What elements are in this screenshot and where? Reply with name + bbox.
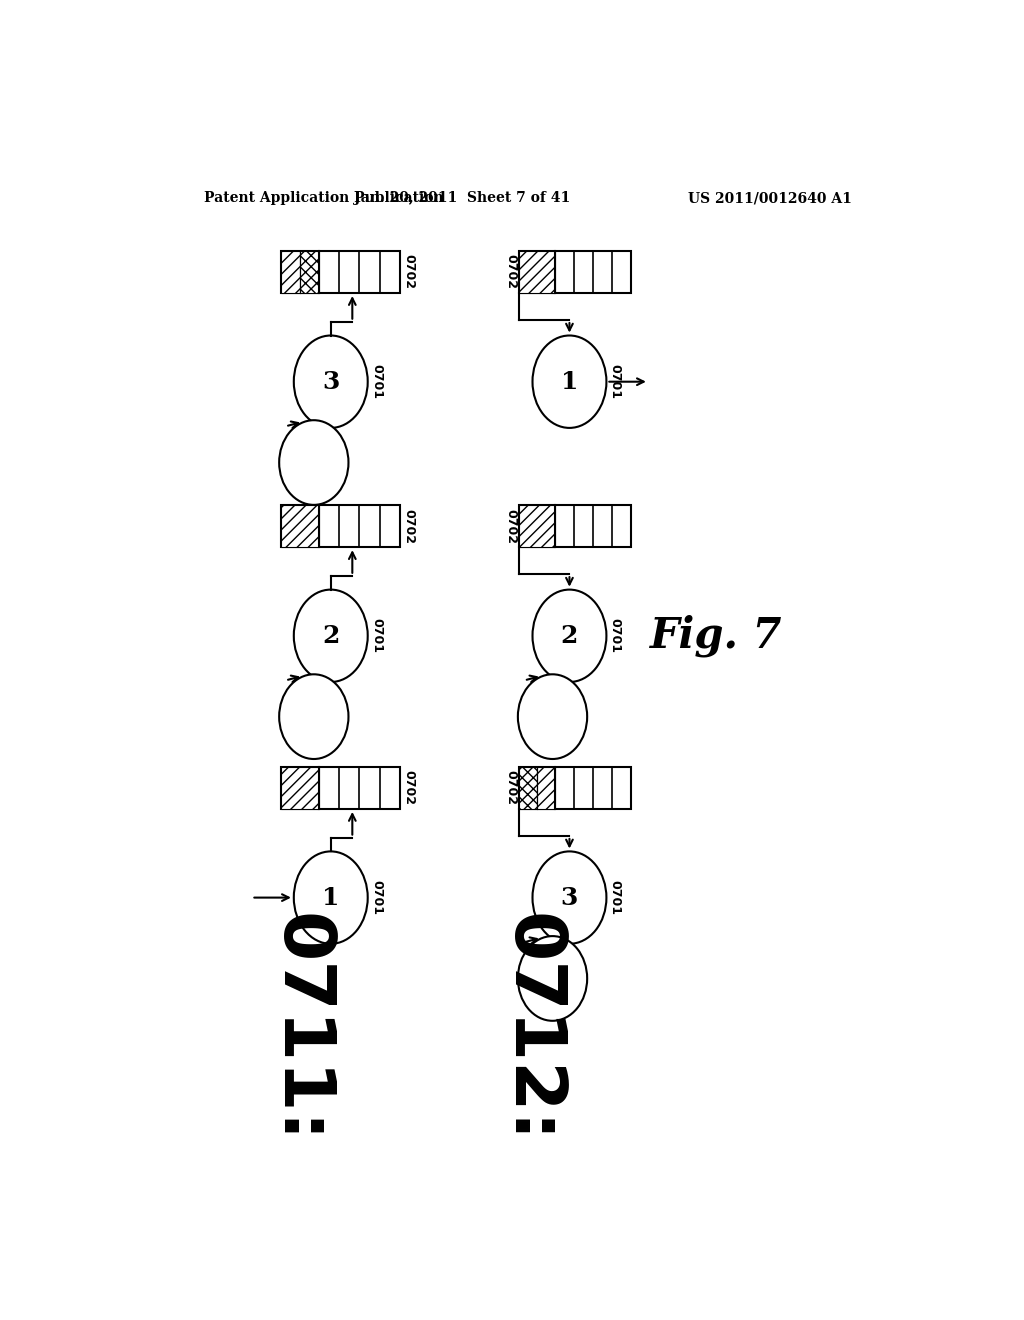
Text: 0701: 0701 bbox=[608, 880, 622, 915]
Bar bbox=[538, 767, 555, 809]
Text: Jan. 20, 2011  Sheet 7 of 41: Jan. 20, 2011 Sheet 7 of 41 bbox=[353, 191, 569, 206]
Text: 0711:: 0711: bbox=[265, 913, 335, 1143]
Ellipse shape bbox=[294, 590, 368, 682]
Bar bbox=[281, 506, 318, 548]
Bar bbox=[281, 251, 400, 293]
Text: 0701: 0701 bbox=[608, 618, 622, 653]
Text: 0701: 0701 bbox=[370, 364, 383, 399]
Text: 0712:: 0712: bbox=[497, 913, 565, 1143]
Ellipse shape bbox=[294, 335, 368, 428]
Ellipse shape bbox=[532, 335, 606, 428]
Bar bbox=[281, 767, 318, 809]
Text: 2: 2 bbox=[561, 624, 579, 648]
Text: 0702: 0702 bbox=[504, 508, 517, 544]
Bar bbox=[519, 506, 631, 548]
Bar bbox=[281, 767, 400, 809]
Text: Fig. 7: Fig. 7 bbox=[649, 615, 782, 657]
Ellipse shape bbox=[518, 675, 587, 759]
Bar bbox=[281, 251, 300, 293]
Text: 0702: 0702 bbox=[504, 771, 517, 805]
Text: 1: 1 bbox=[561, 370, 579, 393]
Bar bbox=[519, 767, 538, 809]
Text: Patent Application Publication: Patent Application Publication bbox=[204, 191, 443, 206]
Text: 0701: 0701 bbox=[370, 618, 383, 653]
Text: 0702: 0702 bbox=[402, 508, 416, 544]
Bar bbox=[519, 251, 555, 293]
Text: 0702: 0702 bbox=[504, 255, 517, 289]
Text: 3: 3 bbox=[323, 370, 339, 393]
Text: US 2011/0012640 A1: US 2011/0012640 A1 bbox=[688, 191, 852, 206]
Bar bbox=[281, 506, 400, 548]
Ellipse shape bbox=[280, 675, 348, 759]
Text: 0702: 0702 bbox=[402, 771, 416, 805]
Ellipse shape bbox=[532, 851, 606, 944]
Text: 1: 1 bbox=[323, 886, 339, 909]
Bar bbox=[300, 251, 318, 293]
Text: 0702: 0702 bbox=[402, 255, 416, 289]
Text: 3: 3 bbox=[561, 886, 579, 909]
Bar bbox=[519, 506, 555, 548]
Bar bbox=[519, 251, 631, 293]
Text: 2: 2 bbox=[323, 624, 339, 648]
Text: 0701: 0701 bbox=[370, 880, 383, 915]
Ellipse shape bbox=[532, 590, 606, 682]
Bar bbox=[519, 767, 631, 809]
Ellipse shape bbox=[294, 851, 368, 944]
Ellipse shape bbox=[280, 420, 348, 506]
Text: 0701: 0701 bbox=[608, 364, 622, 399]
Ellipse shape bbox=[518, 936, 587, 1020]
